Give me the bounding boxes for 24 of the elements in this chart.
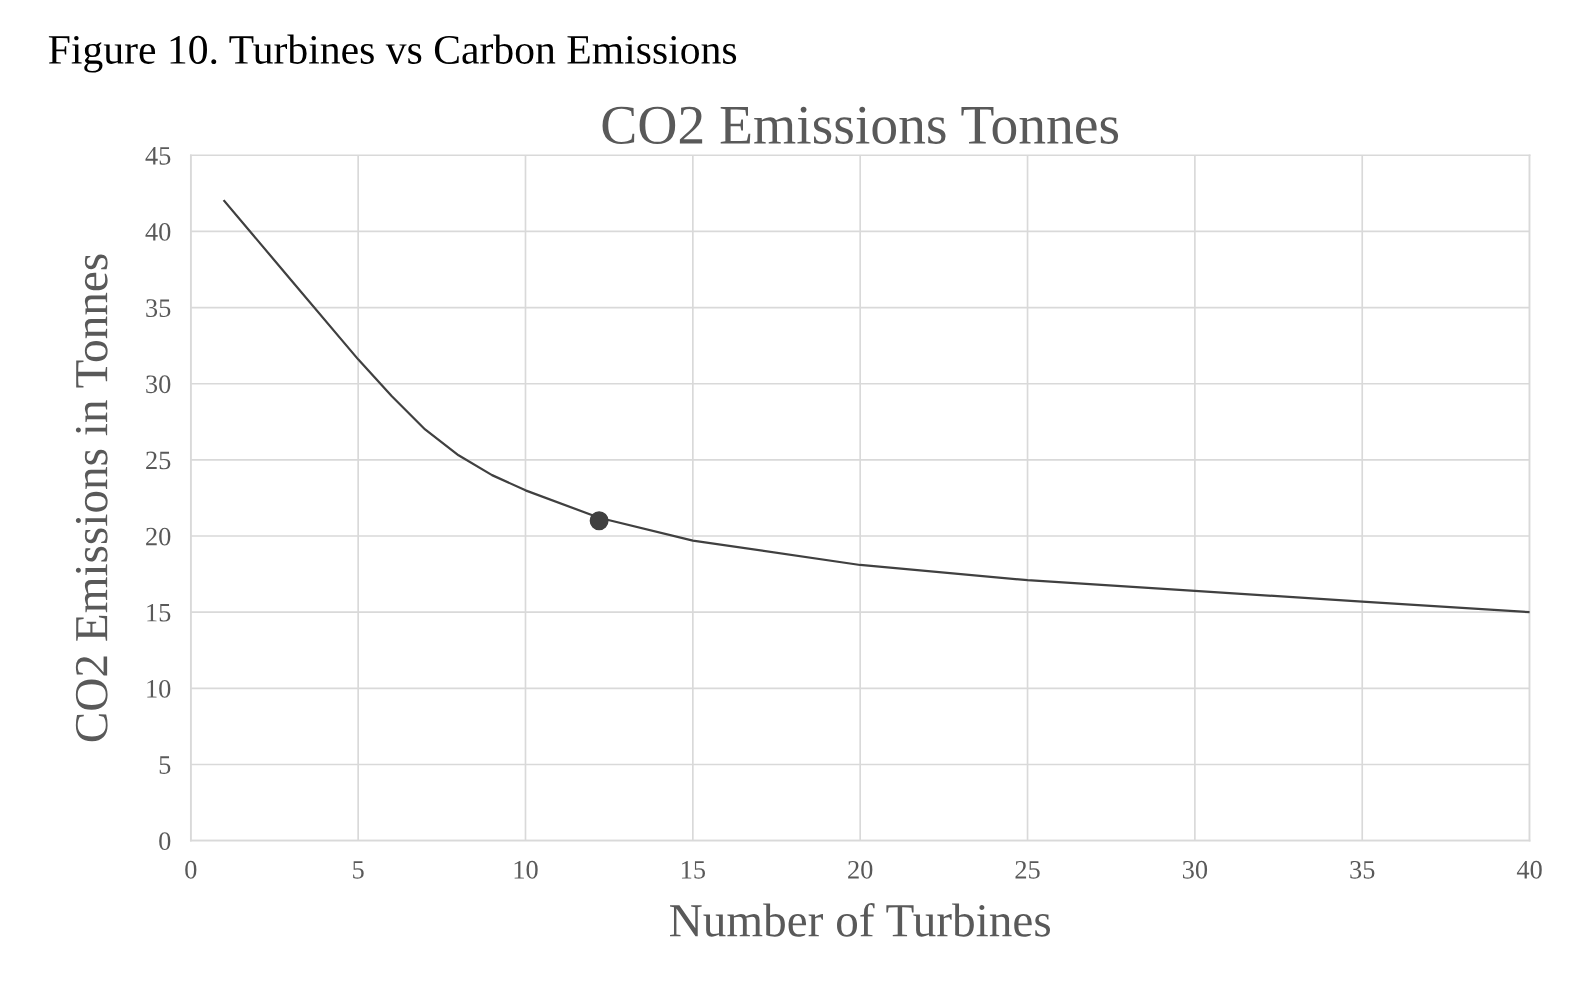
x-tick-label: 15 xyxy=(681,860,706,879)
y-axis-title: CO2 Emissions in Tonnes xyxy=(75,254,108,742)
y-tick-label: 35 xyxy=(146,299,171,317)
x-tick-label: 35 xyxy=(1350,860,1375,879)
x-tick-label: 10 xyxy=(514,860,538,879)
y-tick-label: 0 xyxy=(159,832,171,851)
y-tick-label: 30 xyxy=(146,375,171,394)
x-tick-label: 20 xyxy=(848,860,873,879)
x-tick-label: 40 xyxy=(1516,860,1542,879)
y-tick-label: 40 xyxy=(145,223,171,241)
y-tick-label: 5 xyxy=(159,756,171,774)
x-tick-label: 5 xyxy=(353,861,364,879)
line-series xyxy=(223,199,1530,614)
y-tick-label: 10 xyxy=(147,679,171,698)
caption: Figure 10. Turbines vs Carbon Emissions xyxy=(48,34,737,73)
chart-title: CO2 Emissions Tonnes xyxy=(602,106,1119,144)
y-tick-label: 45 xyxy=(145,147,171,165)
x-tick-label: 25 xyxy=(1015,860,1040,879)
x-tick-label: 30 xyxy=(1182,860,1208,879)
y-tick-label: 20 xyxy=(146,527,171,546)
y-tick-label: 15 xyxy=(147,603,171,622)
y-tick-label: 25 xyxy=(146,451,171,470)
x-tick-label: 0 xyxy=(185,860,197,879)
x-axis-title: Number of Turbines xyxy=(670,902,1051,937)
